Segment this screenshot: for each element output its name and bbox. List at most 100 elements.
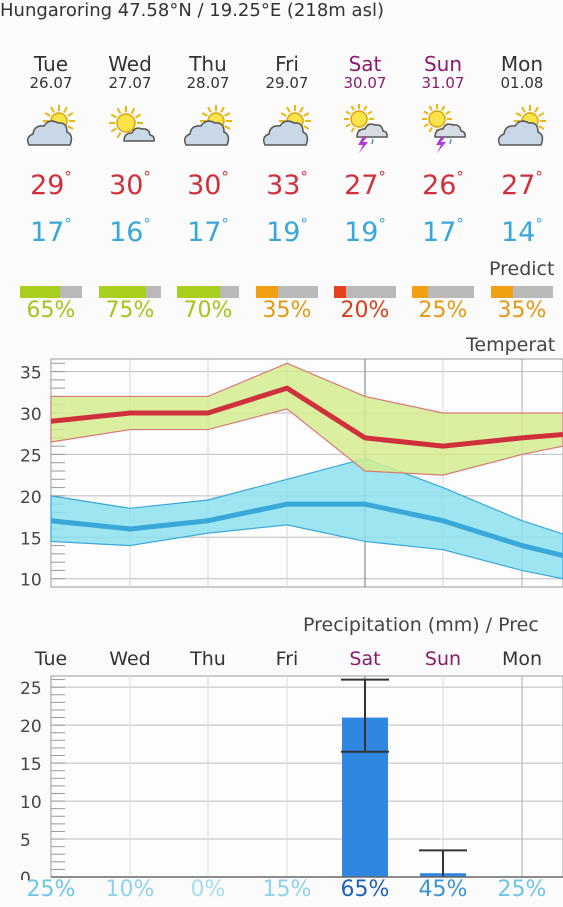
predictability-percent: 75% bbox=[105, 298, 155, 323]
temperature-chart: 35 30 25 20 15 10 bbox=[20, 358, 563, 590]
day-date: 01.08 bbox=[500, 74, 544, 92]
precip-day-label: Fri bbox=[275, 648, 299, 670]
max-temperature: 29° bbox=[30, 168, 72, 201]
predictability-bar bbox=[491, 286, 553, 298]
precipitation-chance: 25% bbox=[26, 877, 76, 902]
sun-small-cloud-icon bbox=[109, 106, 155, 142]
day-date: 30.07 bbox=[343, 74, 387, 92]
precipitation-error-bar bbox=[419, 849, 467, 877]
predictability-fill bbox=[177, 286, 221, 298]
min-temperature: 19° bbox=[344, 215, 386, 248]
max-temperature: 30° bbox=[109, 168, 151, 201]
min-temperature: 17° bbox=[187, 215, 229, 248]
temp-axis-tick-label: 25 bbox=[20, 446, 42, 466]
sun-cloud-icon bbox=[497, 105, 546, 146]
precip-axis-tick-label: 15 bbox=[20, 755, 42, 775]
predictability-percent: 35% bbox=[262, 298, 312, 323]
day-header-wed: Wed 27.07 bbox=[95, 53, 165, 91]
day-header-sat: Sat 30.07 bbox=[330, 53, 400, 91]
precip-axis-tick-label: 25 bbox=[20, 679, 42, 699]
temp-axis-tick-label: 35 bbox=[20, 364, 42, 384]
predictability-bar bbox=[412, 286, 474, 298]
temp-axis-tick-label: 10 bbox=[20, 571, 42, 590]
temp-axis-tick-label: 30 bbox=[20, 405, 42, 425]
precipitation-chart: 25 20 15 10 5 0 bbox=[20, 675, 563, 880]
max-temperature: 27° bbox=[501, 168, 543, 201]
predictability-label: Predict bbox=[489, 258, 555, 280]
predictability-fill bbox=[334, 286, 347, 298]
precip-axis-tick-label: 10 bbox=[20, 793, 42, 813]
sun-thunderstorm-icon bbox=[422, 104, 466, 153]
day-name: Wed bbox=[108, 52, 152, 76]
precip-day-label: Sat bbox=[349, 648, 381, 670]
min-temperature: 19° bbox=[266, 215, 308, 248]
min-temperature: 17° bbox=[30, 215, 72, 248]
day-name: Tue bbox=[33, 52, 69, 76]
predictability-percent: 25% bbox=[418, 298, 468, 323]
day-date: 27.07 bbox=[108, 74, 152, 92]
temp-axis-tick-label: 15 bbox=[20, 529, 42, 549]
day-header-thu: Thu 28.07 bbox=[173, 53, 243, 91]
max-temperature: 30° bbox=[187, 168, 229, 201]
precip-day-label: Tue bbox=[34, 648, 68, 670]
predictability-percent: 65% bbox=[26, 298, 76, 323]
predictability-bar bbox=[256, 286, 318, 298]
predictability-bar bbox=[20, 286, 82, 298]
day-name: Fri bbox=[275, 52, 299, 76]
precipitation-error-bar bbox=[341, 678, 389, 753]
sun-thunderstorm-icon bbox=[344, 104, 388, 153]
day-header-mon: Mon 01.08 bbox=[487, 53, 557, 91]
precipitation-label: Precipitation (mm) / Prec bbox=[303, 614, 539, 636]
day-date: 31.07 bbox=[421, 74, 465, 92]
max-temperature: 27° bbox=[344, 168, 386, 201]
precipitation-chance: 25% bbox=[497, 877, 547, 902]
predictability-fill bbox=[20, 286, 61, 298]
temp-axis-tick-label: 20 bbox=[20, 488, 42, 508]
day-header-tue: Tue 26.07 bbox=[16, 53, 86, 91]
day-date: 26.07 bbox=[29, 74, 73, 92]
predictability-bar bbox=[177, 286, 239, 298]
sun-cloud-icon bbox=[183, 105, 232, 146]
day-header-fri: Fri 29.07 bbox=[252, 53, 322, 91]
sun-cloud-icon bbox=[26, 105, 75, 146]
precip-axis-tick-label: 5 bbox=[20, 831, 31, 851]
predictability-fill bbox=[412, 286, 428, 298]
precipitation-chance: 45% bbox=[418, 877, 468, 902]
day-name: Sun bbox=[423, 52, 463, 76]
sun-cloud-icon bbox=[262, 105, 311, 146]
predictability-percent: 20% bbox=[340, 298, 390, 323]
max-temperature: 33° bbox=[266, 168, 308, 201]
day-name: Thu bbox=[189, 52, 227, 76]
max-temperature: 26° bbox=[422, 168, 464, 201]
temperature-label: Temperat bbox=[466, 334, 556, 356]
predictability-percent: 70% bbox=[183, 298, 233, 323]
location-title: Hungaroring 47.58°N / 19.25°E (218m asl) bbox=[0, 0, 384, 21]
min-temp-range-band bbox=[50, 457, 563, 580]
precip-day-label: Sun bbox=[424, 648, 462, 670]
precipitation-chance: 65% bbox=[340, 877, 390, 902]
precip-axis-tick-label: 0 bbox=[20, 869, 31, 880]
min-temp-line bbox=[50, 501, 563, 558]
precipitation-chance: 15% bbox=[262, 877, 312, 902]
min-temperature: 16° bbox=[109, 215, 151, 248]
precip-day-label: Thu bbox=[190, 648, 226, 670]
min-temperature: 17° bbox=[422, 215, 464, 248]
predictability-bar bbox=[334, 286, 396, 298]
predictability-bar bbox=[99, 286, 161, 298]
precip-axis-tick-label: 20 bbox=[20, 717, 42, 737]
predictability-fill bbox=[99, 286, 146, 298]
day-name: Mon bbox=[500, 52, 544, 76]
predictability-fill bbox=[491, 286, 513, 298]
day-date: 29.07 bbox=[265, 74, 309, 92]
predictability-percent: 35% bbox=[497, 298, 547, 323]
max-temp-line bbox=[50, 385, 563, 449]
precip-day-label: Wed bbox=[109, 648, 151, 670]
precip-day-label: Mon bbox=[501, 648, 543, 670]
day-date: 28.07 bbox=[186, 74, 230, 92]
day-header-sun: Sun 31.07 bbox=[408, 53, 478, 91]
precipitation-chance: 0% bbox=[190, 877, 226, 902]
predictability-fill bbox=[256, 286, 278, 298]
precipitation-chance: 10% bbox=[105, 877, 155, 902]
day-name: Sat bbox=[348, 52, 382, 76]
min-temperature: 14° bbox=[501, 215, 543, 248]
